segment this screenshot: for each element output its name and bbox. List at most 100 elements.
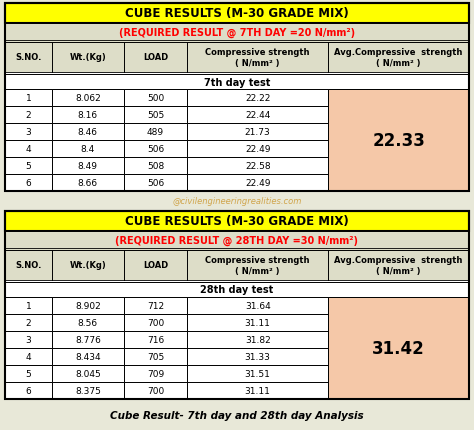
Bar: [5, 41, 469, 43]
Text: 8.4: 8.4: [81, 144, 95, 154]
Text: 31.42: 31.42: [372, 339, 425, 357]
Bar: [124, 141, 187, 158]
Bar: [124, 348, 187, 365]
Bar: [124, 297, 187, 314]
Text: 8.49: 8.49: [78, 162, 98, 171]
Text: 500: 500: [147, 94, 164, 103]
Text: 8.375: 8.375: [75, 386, 101, 395]
Text: 2: 2: [26, 111, 31, 120]
Text: 508: 508: [147, 162, 164, 171]
Text: @civilengineeringrealities.com: @civilengineeringrealities.com: [173, 197, 301, 206]
Bar: [187, 107, 328, 124]
Text: (REQUIRED RESULT @ 28TH DAY =30 N/mm²): (REQUIRED RESULT @ 28TH DAY =30 N/mm²): [116, 235, 358, 245]
Text: 712: 712: [147, 301, 164, 310]
Bar: [5, 348, 52, 365]
Text: 8.062: 8.062: [75, 94, 101, 103]
Text: 31.82: 31.82: [245, 335, 271, 344]
Text: 7th day test: 7th day test: [204, 77, 270, 87]
Text: 8.434: 8.434: [75, 352, 100, 361]
Text: 31.51: 31.51: [245, 369, 271, 378]
Text: CUBE RESULTS (M-30 GRADE MIX): CUBE RESULTS (M-30 GRADE MIX): [125, 7, 349, 21]
Bar: [124, 107, 187, 124]
Bar: [124, 365, 187, 382]
Text: 505: 505: [147, 111, 164, 120]
Text: CUBE RESULTS (M-30 GRADE MIX): CUBE RESULTS (M-30 GRADE MIX): [125, 215, 349, 228]
Bar: [5, 331, 52, 348]
Text: 22.49: 22.49: [245, 144, 271, 154]
Text: 8.46: 8.46: [78, 128, 98, 137]
Text: 22.33: 22.33: [372, 132, 425, 150]
Text: 2: 2: [26, 318, 31, 327]
Text: 31.64: 31.64: [245, 301, 271, 310]
Bar: [52, 297, 124, 314]
Text: 6: 6: [26, 178, 31, 187]
Text: S.NO.: S.NO.: [15, 53, 42, 62]
Text: (REQUIRED RESULT @ 7TH DAY =20 N/mm²): (REQUIRED RESULT @ 7TH DAY =20 N/mm²): [119, 27, 355, 37]
Bar: [5, 43, 469, 73]
Bar: [124, 331, 187, 348]
Bar: [52, 90, 124, 107]
Text: 31.11: 31.11: [245, 318, 271, 327]
Bar: [5, 4, 469, 24]
Bar: [5, 141, 52, 158]
Text: 22.44: 22.44: [245, 111, 270, 120]
Text: 4: 4: [26, 144, 31, 154]
Text: Cube Result- 7th day and 28th day Analysis: Cube Result- 7th day and 28th day Analys…: [110, 410, 364, 420]
Bar: [5, 90, 52, 107]
Text: 8.902: 8.902: [75, 301, 101, 310]
Text: 21.73: 21.73: [245, 128, 271, 137]
Bar: [5, 382, 52, 399]
Bar: [5, 250, 469, 280]
Bar: [124, 382, 187, 399]
Bar: [5, 75, 469, 90]
Bar: [52, 314, 124, 331]
Text: LOAD: LOAD: [143, 53, 168, 62]
Text: 3: 3: [26, 335, 31, 344]
Text: Compressive strength
( N/mm² ): Compressive strength ( N/mm² ): [205, 255, 310, 275]
Text: 8.776: 8.776: [75, 335, 101, 344]
Bar: [52, 175, 124, 191]
Text: S.NO.: S.NO.: [15, 261, 42, 270]
Bar: [187, 124, 328, 141]
Text: 700: 700: [147, 386, 164, 395]
Bar: [5, 212, 469, 231]
Text: 1: 1: [26, 94, 31, 103]
Text: 5: 5: [26, 162, 31, 171]
Bar: [187, 158, 328, 175]
Bar: [5, 73, 469, 75]
Text: Wt.(Kg): Wt.(Kg): [70, 53, 106, 62]
Text: 31.33: 31.33: [245, 352, 271, 361]
Bar: [5, 24, 469, 41]
Bar: [187, 141, 328, 158]
Text: Wt.(Kg): Wt.(Kg): [70, 261, 106, 270]
Text: 4: 4: [26, 352, 31, 361]
Bar: [5, 158, 52, 175]
Text: Compressive strength
( N/mm² ): Compressive strength ( N/mm² ): [205, 48, 310, 68]
Bar: [187, 90, 328, 107]
Text: 28th day test: 28th day test: [201, 285, 273, 295]
Bar: [52, 141, 124, 158]
Text: 700: 700: [147, 318, 164, 327]
Bar: [5, 107, 52, 124]
Bar: [52, 382, 124, 399]
Bar: [187, 175, 328, 191]
Text: 705: 705: [147, 352, 164, 361]
Bar: [5, 212, 469, 399]
Bar: [52, 348, 124, 365]
Bar: [328, 90, 469, 191]
Bar: [5, 231, 469, 249]
Bar: [5, 297, 52, 314]
Bar: [187, 365, 328, 382]
Bar: [124, 90, 187, 107]
Text: 716: 716: [147, 335, 164, 344]
Bar: [52, 331, 124, 348]
Text: 31.11: 31.11: [245, 386, 271, 395]
Text: 8.66: 8.66: [78, 178, 98, 187]
Text: 5: 5: [26, 369, 31, 378]
Text: 489: 489: [147, 128, 164, 137]
Text: 1: 1: [26, 301, 31, 310]
Text: 8.16: 8.16: [78, 111, 98, 120]
Bar: [124, 175, 187, 191]
Text: 6: 6: [26, 386, 31, 395]
Text: 709: 709: [147, 369, 164, 378]
